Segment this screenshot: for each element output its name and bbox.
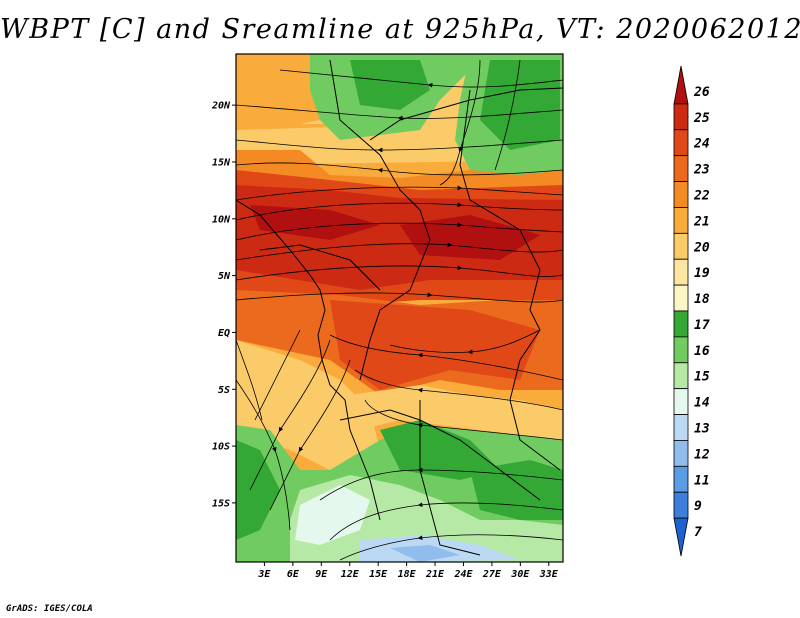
colorbar-swatch [673,207,689,234]
lon-label: 27E [482,569,502,580]
lon-label: 12E [341,569,360,580]
lon-label: 21E [425,569,445,580]
lat-label: 5N [218,271,231,282]
colorbar-label: 19 [694,266,710,281]
colorbar-label: 15 [694,370,710,385]
colorbar-label: 25 [693,111,710,126]
colorbar-label: 18 [694,292,710,307]
credit-text: GrADS: IGES/COLA [6,604,93,614]
colorbar-label: 12 [694,447,710,462]
colorbar-swatch [673,258,689,286]
colorbar-label: 17 [694,318,710,333]
lat-label: 5S [218,385,230,396]
lon-label: 9E [315,569,328,580]
colorbar-label: 20 [693,240,710,255]
lon-label: 30E [510,569,530,580]
colorbar-swatch [673,232,689,260]
colorbar-label: 21 [693,214,710,229]
colorbar-label: 16 [694,344,710,359]
colorbar: 26 25 24 23 22 21 20 19 18 17 16 15 14 13 12 11 9 7 [673,65,710,557]
colorbar-swatch [673,388,689,415]
colorbar-swatch [673,362,689,390]
colorbar-swatch [673,517,689,557]
lat-label: 15S [212,498,230,509]
colorbar-swatch [673,181,689,208]
colorbar-label: 11 [694,473,710,488]
lon-label: 6E [287,569,300,580]
lon-label: 18E [398,569,417,580]
colorbar-label: 23 [693,163,710,178]
map-frame [235,53,564,563]
colorbar-swatch [673,284,689,312]
colorbar-swatch [673,310,689,338]
longitude-axis: 3E 6E 9E 12E 15E 18E 21E 24E 27E 30E 33E [257,562,559,580]
colorbar-label: 22 [693,189,710,204]
lon-label: 33E [539,569,559,580]
colorbar-swatch [673,155,689,182]
colorbar-swatch [673,465,689,493]
colorbar-swatch [673,414,689,441]
lat-label: 10N [212,214,231,225]
lat-label: 15N [212,157,231,168]
colorbar-swatch [673,65,689,105]
colorbar-label: 7 [694,525,702,540]
colorbar-label: 9 [694,499,702,514]
lat-label: EQ [218,328,230,339]
colorbar-swatch [673,129,689,157]
colorbar-label: 24 [693,137,710,152]
lat-label: 20N [211,101,231,112]
colorbar-label: 13 [694,422,710,437]
colorbar-label: 14 [694,396,710,411]
lon-label: 3E [257,569,271,580]
colorbar-swatch [673,491,689,519]
chart-title: WBPT [C] and Sreamline at 925hPa, VT: 20… [0,14,800,45]
colorbar-swatch [673,440,689,467]
lon-label: 24E [453,569,473,580]
latitude-axis: 20N 15N 10N 5N EQ 5S 10S 15S [211,101,236,509]
lon-label: 15E [369,569,388,580]
lat-label: 10S [212,442,230,453]
colorbar-swatch [673,336,689,364]
wbpt-field [236,54,563,562]
streamlines [236,59,563,561]
colorbar-label: 26 [693,85,710,100]
colorbar-swatch [673,103,689,131]
